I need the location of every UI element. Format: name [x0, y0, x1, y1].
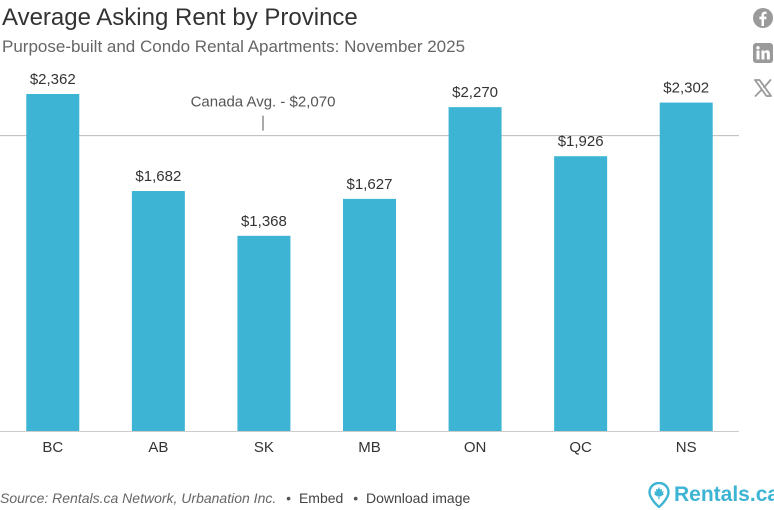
source-credit: Source: Rentals.ca Network, Urbanation I…	[0, 490, 277, 506]
facebook-share-button[interactable]	[752, 7, 774, 29]
chart-footer: Source: Rentals.ca Network, Urbanation I…	[0, 490, 470, 506]
x-icon	[754, 79, 772, 97]
x-tick-label: BC	[42, 439, 63, 456]
embed-link[interactable]: Embed	[298, 490, 344, 506]
separator-dot: •	[353, 490, 359, 506]
facebook-icon	[753, 8, 773, 28]
x-tick-label: QC	[569, 439, 592, 456]
map-pin-leaf-icon	[648, 482, 670, 508]
bar-value-label: $1,926	[558, 133, 604, 150]
reference-line-label: Canada Avg. - $2,070	[191, 94, 336, 111]
separator-dot: •	[286, 490, 292, 506]
brand-name: Rentals.ca	[674, 483, 774, 506]
bar[interactable]	[343, 198, 396, 431]
chart-subtitle: Purpose-built and Condo Rental Apartment…	[2, 37, 466, 56]
bar-value-label: $2,362	[30, 71, 76, 88]
x-tick-label: MB	[358, 439, 381, 456]
bar[interactable]	[659, 102, 713, 431]
bar-value-label: $1,627	[347, 176, 393, 193]
bar-value-label: $1,682	[135, 168, 181, 185]
x-tick-label: ON	[464, 439, 487, 456]
x-tick-label: SK	[254, 439, 274, 456]
bar[interactable]	[448, 107, 502, 432]
x-share-button[interactable]	[752, 77, 774, 99]
download-image-link[interactable]: Download image	[365, 490, 471, 506]
bar[interactable]	[554, 156, 608, 431]
bar[interactable]	[131, 191, 185, 431]
bar[interactable]	[26, 94, 80, 431]
bar-value-label: $2,302	[663, 80, 709, 97]
x-tick-label: NS	[676, 439, 697, 456]
linkedin-icon	[753, 43, 773, 63]
brand-logo[interactable]: Rentals.ca	[648, 480, 774, 510]
bar-value-label: $1,368	[241, 213, 287, 230]
bar-value-label: $2,270	[452, 84, 498, 101]
x-tick-label: AB	[148, 439, 168, 456]
chart-title: Average Asking Rent by Province	[2, 4, 358, 31]
linkedin-share-button[interactable]	[752, 42, 774, 64]
bar[interactable]	[237, 235, 291, 431]
